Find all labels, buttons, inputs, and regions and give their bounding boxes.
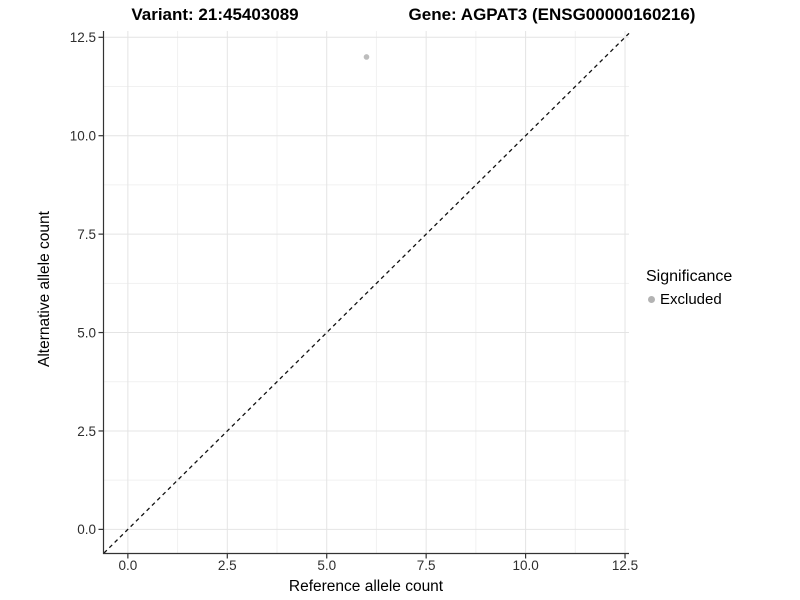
x-tick-label: 0.0 [118, 558, 137, 573]
legend-title: Significance [646, 268, 733, 285]
y-axis-label: Alternative allele count [36, 211, 53, 367]
identity-reference-line [103, 32, 630, 554]
plot-title-variant: Variant: 21:45403089 [131, 5, 299, 24]
legend-item-excluded: Excluded [646, 291, 732, 308]
y-tick-label: 2.5 [77, 424, 96, 439]
legend-key-dot [648, 296, 655, 303]
y-tick-label: 5.0 [77, 325, 96, 340]
x-axis-label: Reference allele count [288, 578, 444, 595]
y-tick-label: 0.0 [77, 522, 96, 537]
x-tick-label: 10.0 [512, 558, 538, 573]
x-tick-label: 2.5 [218, 558, 237, 573]
x-tick-label: 7.5 [417, 558, 436, 573]
x-tick-label: 12.5 [612, 558, 638, 573]
y-tick-label: 10.0 [70, 129, 96, 144]
data-point-excluded [363, 54, 370, 60]
plot-title-gene: Gene: AGPAT3 (ENSG00000160216) [408, 5, 696, 24]
legend: Significance Excluded [646, 268, 732, 308]
x-tick-label: 5.0 [317, 558, 336, 573]
y-tick-label: 12.5 [70, 30, 96, 45]
y-tick-label: 7.5 [77, 227, 96, 242]
legend-item-label: Excluded [660, 291, 722, 308]
